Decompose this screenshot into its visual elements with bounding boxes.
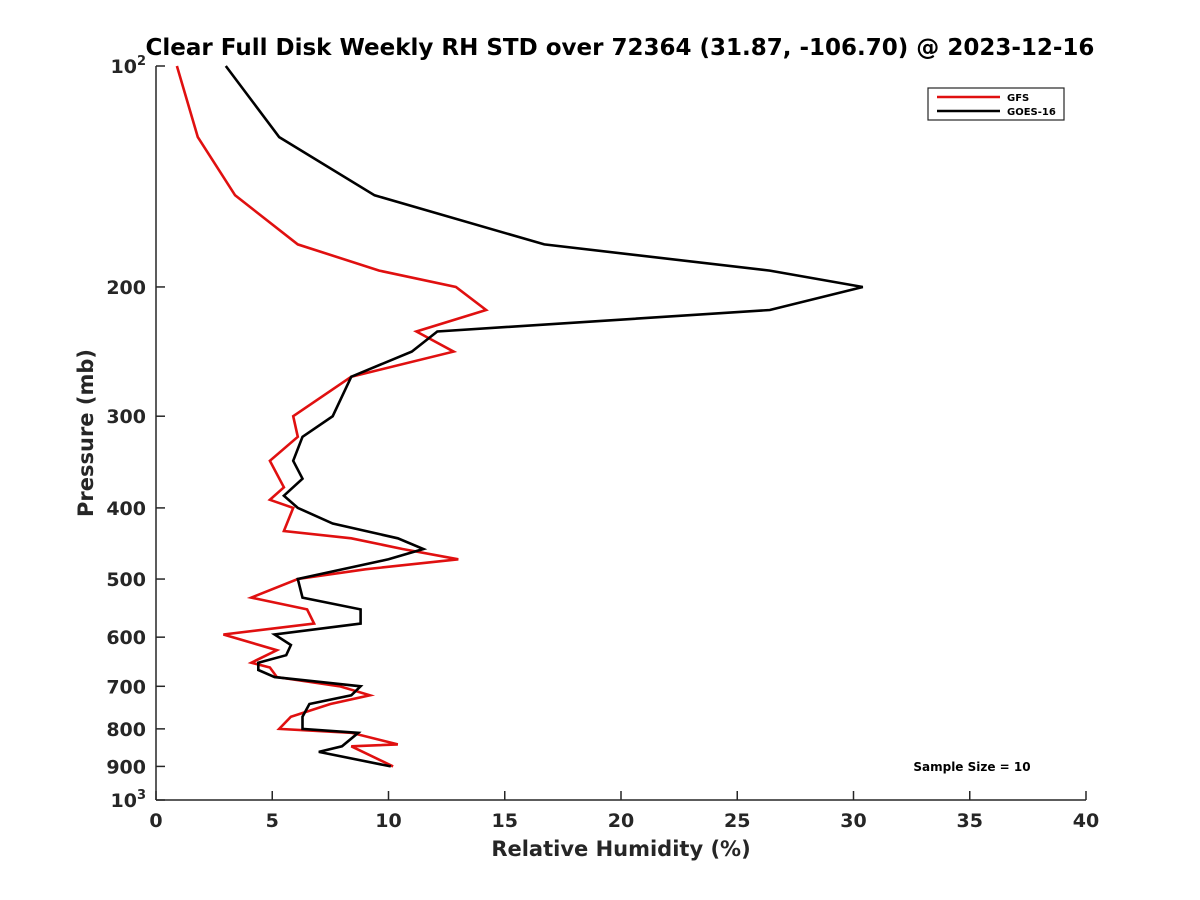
- x-axis-label: Relative Humidity (%): [491, 837, 750, 861]
- y-tick-base: 10: [111, 790, 137, 812]
- plot-axes: [155, 66, 1086, 801]
- y-tick-label: 200: [106, 277, 146, 299]
- x-tick-label: 30: [840, 810, 866, 832]
- y-axis-label: Pressure (mb): [74, 349, 98, 517]
- x-tick-label: 15: [492, 810, 518, 832]
- y-tick-label: 300: [106, 406, 146, 428]
- y-tick-label: 103: [111, 788, 147, 812]
- x-tick-label: 25: [724, 810, 750, 832]
- x-tick-label: 20: [608, 810, 634, 832]
- x-tick-label: 5: [266, 810, 279, 832]
- legend-box: [927, 87, 1065, 121]
- y-tick-exponent: 2: [137, 54, 146, 69]
- series-line-gfs: [175, 65, 489, 768]
- y-tick-label: 800: [106, 719, 146, 741]
- series-layer: [175, 65, 864, 768]
- legend: GFS GOES-16: [927, 87, 1065, 121]
- y-tick-label: 700: [106, 676, 146, 698]
- legend-label: GOES-16: [1007, 107, 1056, 118]
- y-tick-label: 102: [111, 54, 147, 78]
- legend-label: GFS: [1007, 93, 1029, 104]
- x-tick-label: 0: [149, 810, 162, 832]
- chart-title: Clear Full Disk Weekly RH STD over 72364…: [146, 35, 1095, 61]
- x-ticks: 0 5 10 15 20 25 30 35 40: [149, 791, 1099, 832]
- y-tick-exponent: 3: [137, 788, 146, 803]
- series-line-goes-16: [224, 65, 864, 768]
- y-tick-label: 900: [106, 756, 146, 778]
- x-tick-label: 40: [1073, 810, 1099, 832]
- sample-size-annotation: Sample Size = 10: [913, 760, 1030, 774]
- x-tick-label: 35: [957, 810, 983, 832]
- x-tick-label: 10: [375, 810, 401, 832]
- y-tick-label: 500: [106, 569, 146, 591]
- y-tick-base: 10: [111, 56, 137, 78]
- y-tick-label: 400: [106, 498, 146, 520]
- y-tick-label: 600: [106, 627, 146, 649]
